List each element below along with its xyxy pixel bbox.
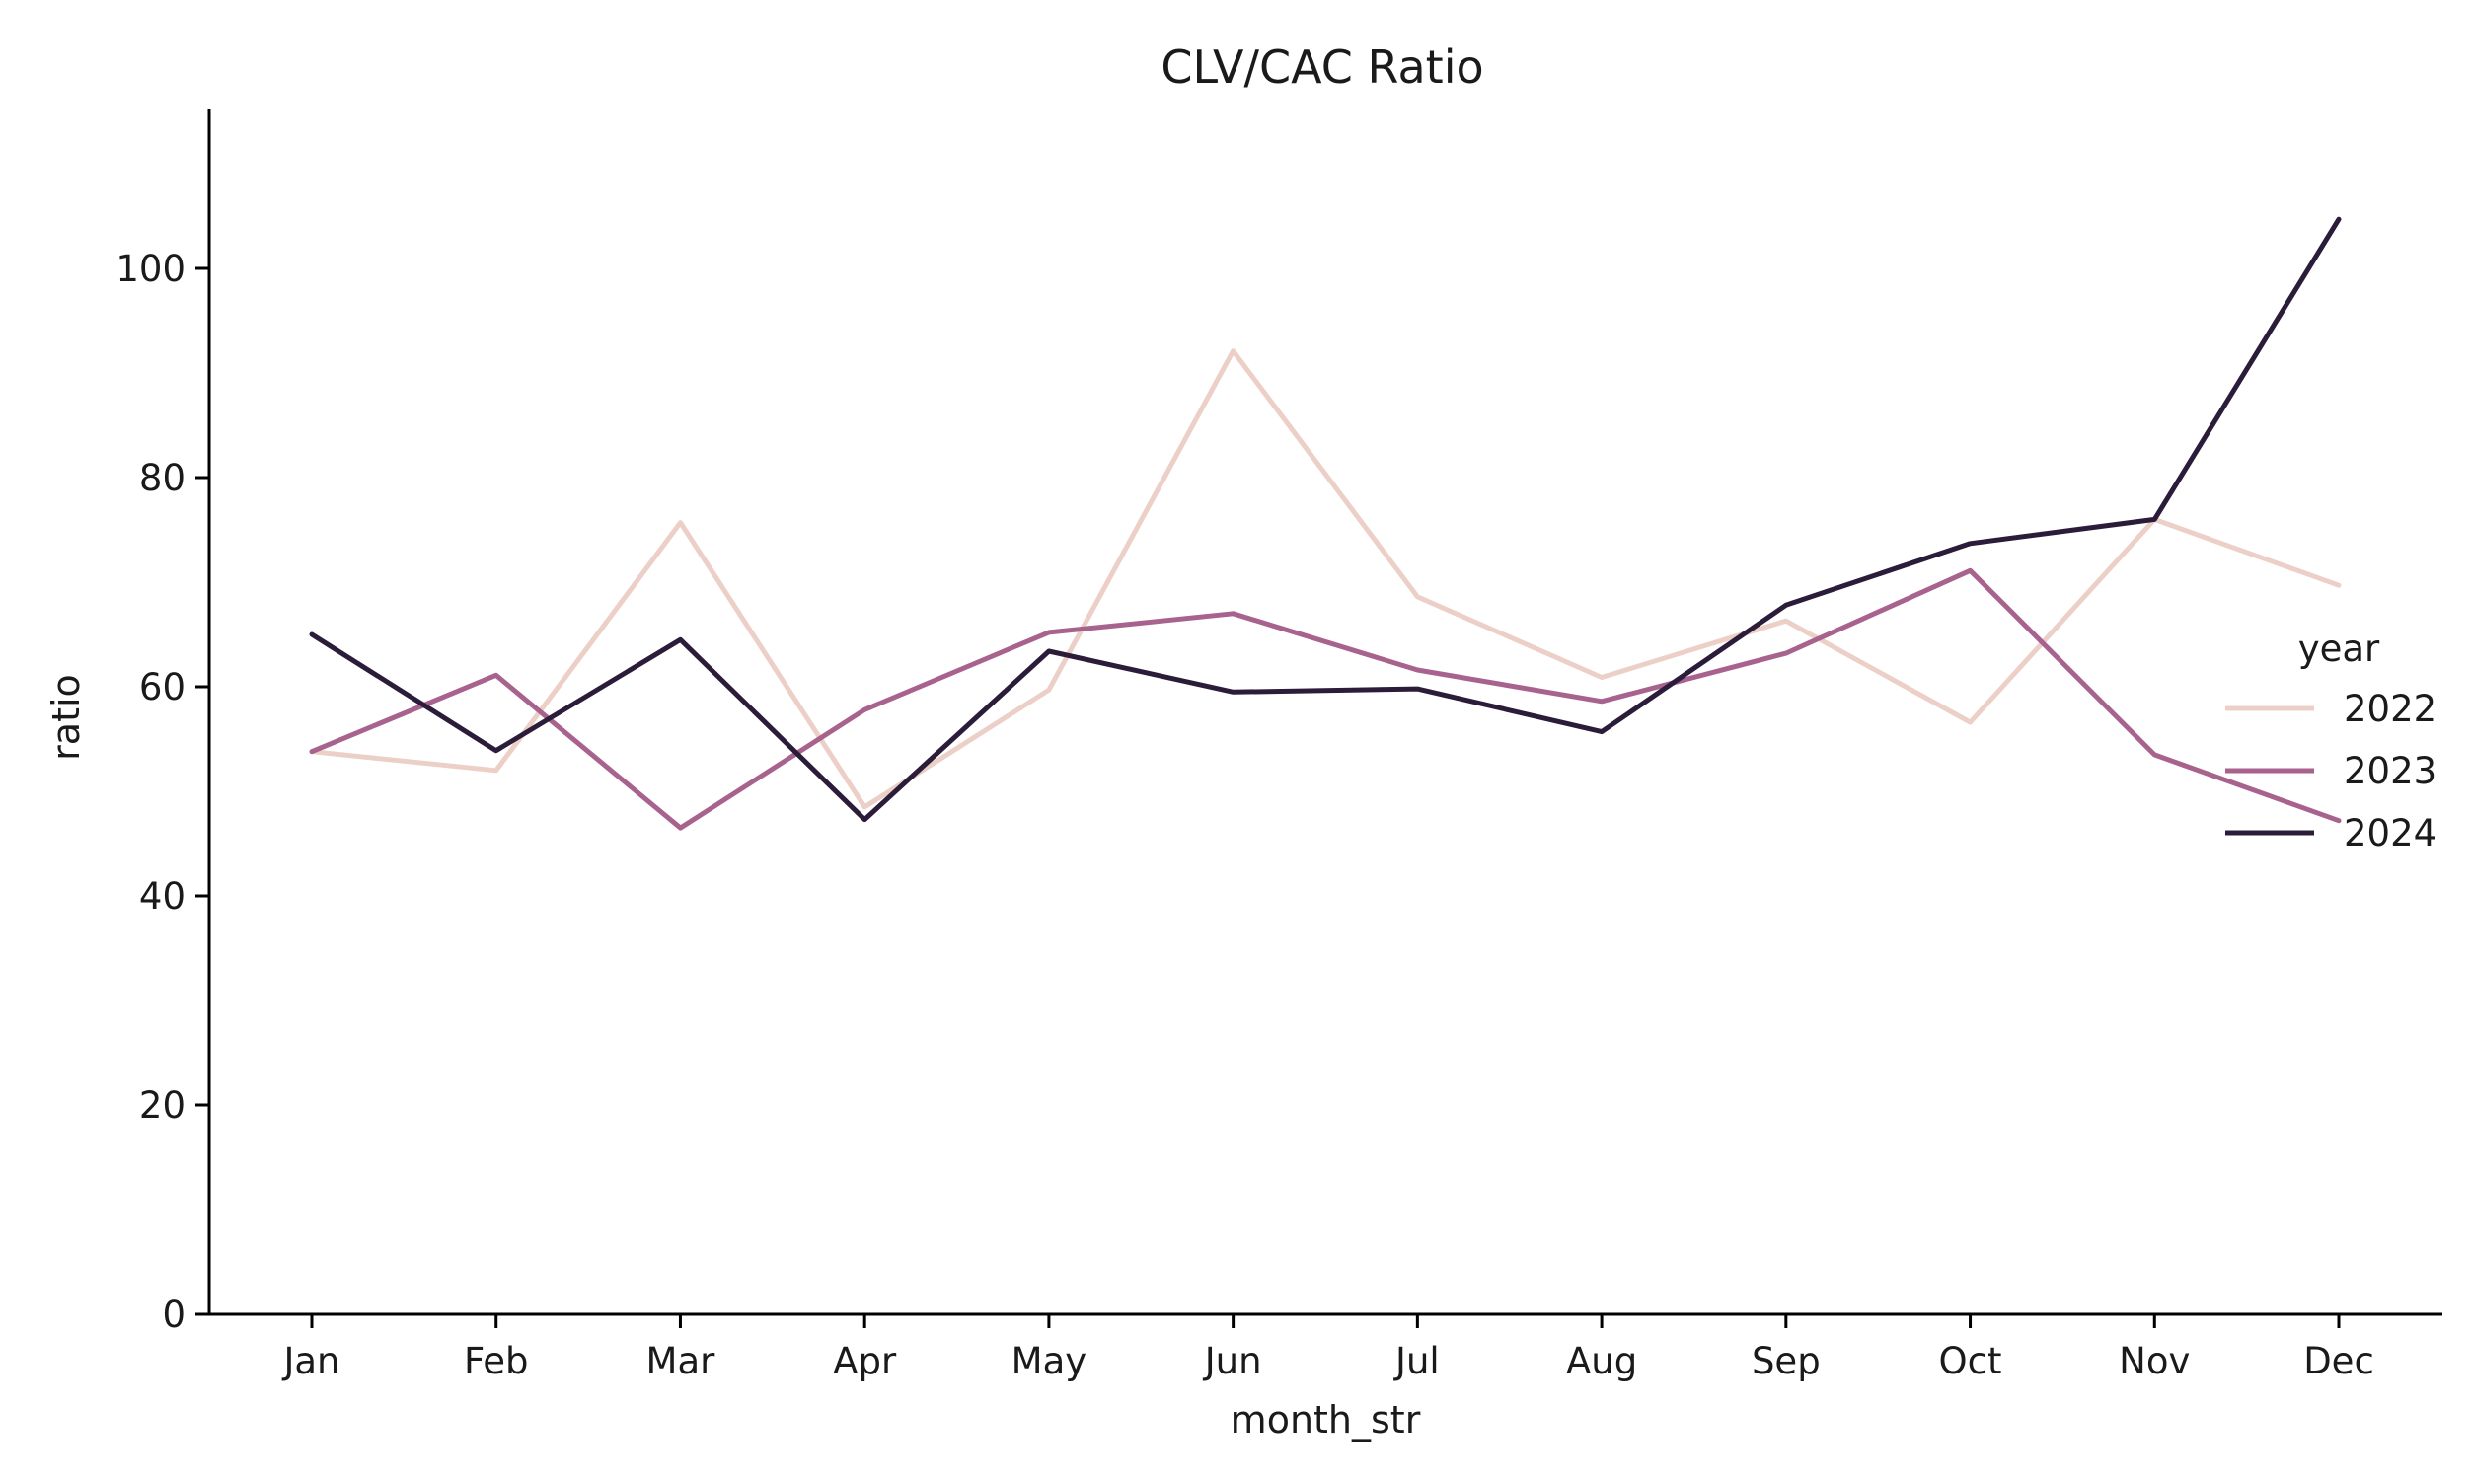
legend: year 2022 2023 2024 (2225, 628, 2436, 854)
y-tick-label: 20 (139, 1084, 186, 1127)
series-line-2022 (309, 348, 2342, 810)
x-tick-label: Oct (1939, 1340, 2002, 1382)
y-axis-label: ratio (44, 674, 88, 761)
x-tick-label: Nov (2119, 1340, 2190, 1382)
y-tick-label: 0 (162, 1294, 186, 1336)
legend-label-2023: 2023 (2344, 750, 2436, 792)
y-tick-label: 60 (139, 666, 186, 708)
x-tick-label: Aug (1566, 1340, 1637, 1382)
legend-label-2022: 2022 (2344, 688, 2436, 730)
x-ticks: Jan Feb Mar Apr May Jun Jul Aug Sep Oct Nov Dec (281, 1314, 2374, 1382)
y-tick-label: 100 (115, 248, 186, 290)
x-tick-label: Jun (1203, 1340, 1262, 1382)
x-tick-label: May (1011, 1340, 1087, 1382)
series-lines (309, 216, 2342, 831)
y-tick-label: 80 (139, 457, 186, 499)
x-tick-label: Jan (281, 1340, 339, 1382)
x-axis-label: month_str (1231, 1398, 1421, 1442)
x-tick-label: Mar (646, 1340, 716, 1382)
series-line-2023 (309, 567, 2342, 831)
legend-items: 2022 2023 2024 (2225, 688, 2436, 854)
x-tick-label: Apr (833, 1340, 897, 1382)
series-line-2024 (309, 216, 2342, 823)
y-tick-label: 40 (139, 875, 186, 918)
x-tick-label: Jul (1393, 1340, 1440, 1382)
y-ticks: 0 20 40 60 80 100 (115, 248, 209, 1336)
x-tick-label: Feb (464, 1340, 529, 1382)
x-tick-label: Sep (1752, 1340, 1821, 1382)
chart-title: CLV/CAC Ratio (1161, 40, 1483, 94)
legend-label-2024: 2024 (2344, 812, 2436, 854)
x-tick-label: Dec (2303, 1340, 2374, 1382)
legend-title: year (2298, 628, 2380, 670)
